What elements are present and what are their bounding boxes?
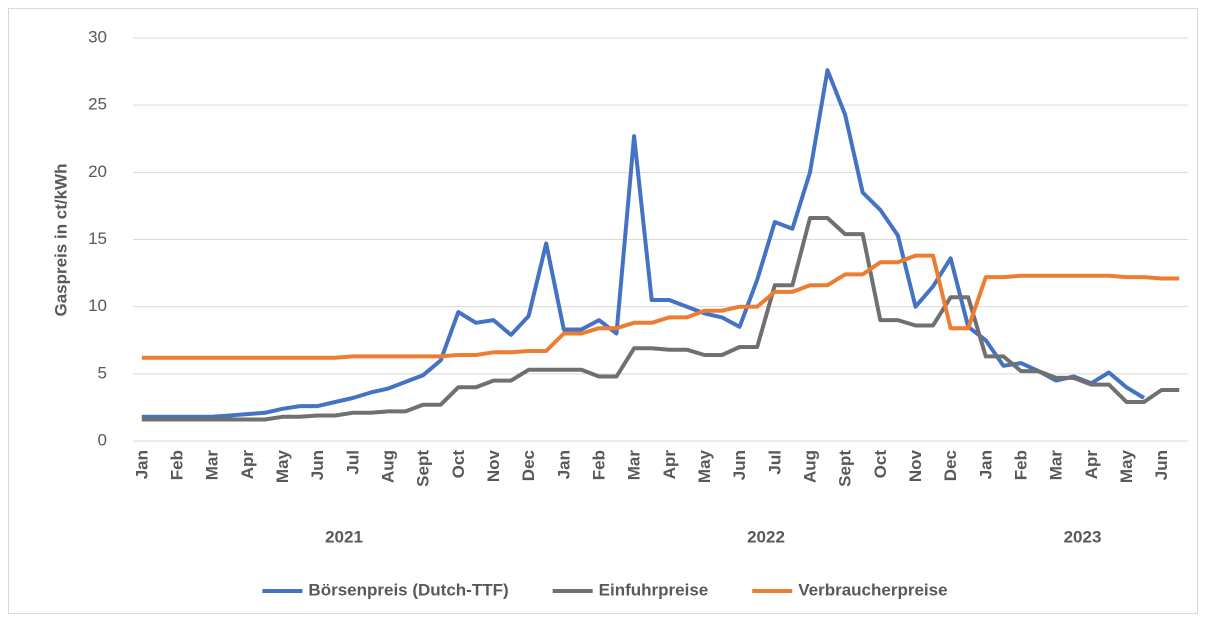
chart-frame (8, 8, 1198, 614)
x-tick-label: Jan (554, 450, 573, 479)
x-tick-label: May (695, 449, 714, 483)
x-tick-label: Mar (1047, 450, 1066, 481)
x-tick-label: Feb (589, 450, 608, 480)
y-tick-label: 20 (88, 162, 107, 181)
x-tick-label: Sept (836, 450, 855, 487)
x-tick-label: Aug (378, 450, 397, 483)
y-tick-label: 25 (88, 95, 107, 114)
x-tick-label: Feb (1011, 450, 1030, 480)
x-tick-label: Sept (414, 450, 433, 487)
legend-label: Börsenpreis (Dutch-TTF) (308, 580, 508, 599)
x-tick-label: Dec (941, 450, 960, 481)
y-axis-title: Gaspreis in ct/kWh (51, 163, 70, 316)
x-tick-label: Apr (660, 450, 679, 480)
x-tick-label: Mar (625, 450, 644, 481)
x-tick-label: Jun (1152, 450, 1171, 480)
x-tick-label: Aug (800, 450, 819, 483)
y-tick-label: 0 (98, 430, 107, 449)
series-line (141, 216, 1180, 422)
x-tick-label: Jun (730, 450, 749, 480)
x-tick-label: Oct (449, 450, 468, 479)
x-tick-label: May (1117, 449, 1136, 483)
y-tick-label: 30 (88, 27, 107, 46)
x-tick-label: Apr (1082, 450, 1101, 480)
legend-label: Einfuhrpreise (599, 580, 709, 599)
x-tick-label: Jan (132, 450, 151, 479)
x-tick-label: Jul (343, 450, 362, 475)
x-tick-label: Mar (203, 450, 222, 481)
x-tick-label: Jan (976, 450, 995, 479)
x-tick-label: Dec (519, 450, 538, 481)
x-tick-label: Jul (765, 450, 784, 475)
x-tick-label: Apr (238, 450, 257, 480)
x-tick-label: Feb (167, 450, 186, 480)
x-tick-label: Nov (484, 449, 503, 482)
x-tick-label: Oct (871, 450, 890, 479)
x-tick-label: May (273, 449, 292, 483)
legend-label: Verbraucherpreise (798, 580, 947, 599)
year-label: 2021 (325, 527, 363, 546)
year-label: 2023 (1064, 527, 1102, 546)
y-tick-label: 5 (98, 363, 107, 382)
x-tick-label: Nov (906, 449, 925, 482)
x-tick-label: Jun (308, 450, 327, 480)
year-label: 2022 (747, 527, 785, 546)
series-line (141, 253, 1180, 360)
y-tick-label: 10 (88, 296, 107, 315)
y-tick-label: 15 (88, 229, 107, 248)
